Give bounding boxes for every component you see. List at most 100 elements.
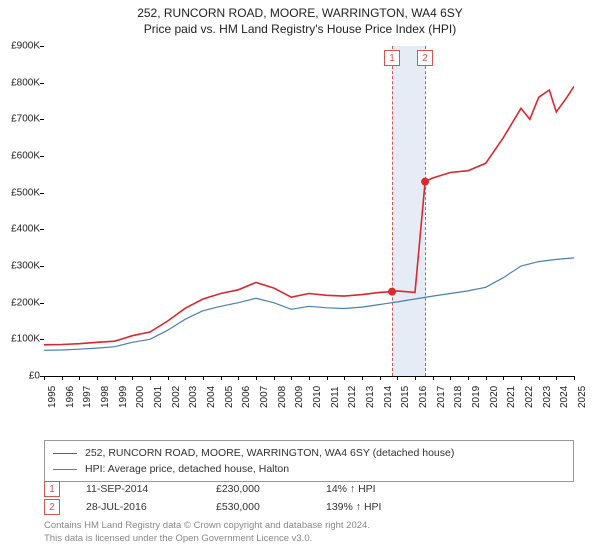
transactions-table: 1 11-SEP-2014£230,00014% ↑ HPI 2 28-JUL-201…: [44, 480, 436, 516]
transaction-price: £230,000: [216, 483, 326, 495]
transaction-price: £530,000: [216, 501, 326, 513]
x-axis-tick: [362, 376, 363, 380]
x-axis-tick: [327, 376, 328, 380]
x-axis-tick-label: 2020: [489, 386, 500, 408]
transaction-point: [421, 178, 429, 186]
x-axis-tick: [521, 376, 522, 380]
legend-row: HPI: Average price, detached house, Halt…: [53, 461, 565, 477]
x-axis-tick: [115, 376, 116, 380]
transaction-marker: 1: [44, 481, 60, 497]
title-address: 252, RUNCORN ROAD, MOORE, WARRINGTON, WA…: [0, 6, 600, 20]
y-axis-tick-label: £300K: [11, 261, 40, 272]
legend-label: 252, RUNCORN ROAD, MOORE, WARRINGTON, WA…: [85, 447, 454, 459]
x-axis-tick: [44, 376, 45, 380]
transaction-diff: 14% ↑ HPI: [326, 483, 436, 495]
x-axis-tick: [344, 376, 345, 380]
x-axis-tick: [486, 376, 487, 380]
legend-swatch: [53, 453, 77, 454]
y-axis-tick-label: £500K: [11, 187, 40, 198]
x-axis-tick-label: 2000: [135, 386, 146, 408]
x-axis-tick-label: 2003: [188, 386, 199, 408]
y-axis-tick-label: £900K: [11, 41, 40, 52]
x-axis-tick-label: 2001: [153, 386, 164, 408]
x-axis-tick: [79, 376, 80, 380]
x-axis-tick: [274, 376, 275, 380]
x-axis-tick-label: 2021: [506, 386, 517, 408]
x-axis-tick: [539, 376, 540, 380]
legend-box: 252, RUNCORN ROAD, MOORE, WARRINGTON, WA…: [44, 440, 574, 482]
x-axis-tick-label: 1995: [47, 386, 58, 408]
x-axis-tick: [168, 376, 169, 380]
x-axis-tick-label: 2017: [436, 386, 447, 408]
x-axis-tick: [132, 376, 133, 380]
x-axis-tick: [433, 376, 434, 380]
footer-line1: Contains HM Land Registry data © Crown c…: [44, 520, 370, 533]
y-axis-tick-label: £800K: [11, 77, 40, 88]
x-axis-tick: [238, 376, 239, 380]
x-axis-tick-label: 2014: [383, 386, 394, 408]
transaction-diff: 139% ↑ HPI: [326, 501, 436, 513]
legend-label: HPI: Average price, detached house, Halt…: [85, 463, 289, 475]
legend-row: 252, RUNCORN ROAD, MOORE, WARRINGTON, WA…: [53, 445, 565, 461]
transaction-point: [388, 288, 396, 296]
y-axis-tick-label: £700K: [11, 114, 40, 125]
x-axis-tick: [556, 376, 557, 380]
series-hpi: [44, 258, 574, 350]
footer-attribution: Contains HM Land Registry data © Crown c…: [44, 520, 370, 546]
x-axis-tick-label: 2009: [294, 386, 305, 408]
x-axis-tick-label: 2010: [312, 386, 323, 408]
x-axis-tick: [203, 376, 204, 380]
x-axis-tick: [221, 376, 222, 380]
x-axis-tick: [380, 376, 381, 380]
series-svg: [44, 46, 574, 376]
x-axis-tick-label: 2023: [542, 386, 553, 408]
legend-swatch: [53, 469, 77, 470]
x-axis-tick: [415, 376, 416, 380]
y-axis-tick-label: £0: [29, 371, 40, 382]
y-axis-tick-label: £200K: [11, 297, 40, 308]
x-axis-tick: [397, 376, 398, 380]
transaction-date: 28-JUL-2016: [86, 501, 216, 513]
x-axis-tick-label: 2006: [241, 386, 252, 408]
x-axis-tick-label: 2012: [347, 386, 358, 408]
x-axis-tick-label: 2024: [559, 386, 570, 408]
x-axis-tick: [468, 376, 469, 380]
x-axis-tick-label: 2016: [418, 386, 429, 408]
x-axis-tick-label: 2022: [524, 386, 535, 408]
x-axis-tick-label: 2005: [224, 386, 235, 408]
x-axis-tick-label: 2007: [259, 386, 270, 408]
x-axis-tick-label: 2002: [171, 386, 182, 408]
x-axis-tick: [503, 376, 504, 380]
x-axis-tick-label: 2011: [330, 386, 341, 408]
x-axis-tick-label: 1996: [65, 386, 76, 408]
x-axis-tick-label: 2013: [365, 386, 376, 408]
x-axis-tick: [574, 376, 575, 380]
x-axis-tick: [256, 376, 257, 380]
y-axis-tick-label: £600K: [11, 151, 40, 162]
y-axis-tick-label: £400K: [11, 224, 40, 235]
x-axis-tick-label: 1998: [100, 386, 111, 408]
x-axis-tick-label: 2025: [577, 386, 588, 408]
chart-area: £0£100K£200K£300K£400K£500K£600K£700K£80…: [44, 46, 574, 406]
x-axis-tick-label: 2008: [277, 386, 288, 408]
x-axis-tick-label: 2015: [400, 386, 411, 408]
plot-area: £0£100K£200K£300K£400K£500K£600K£700K£80…: [44, 46, 574, 377]
x-axis-tick: [309, 376, 310, 380]
x-axis-tick-label: 1997: [82, 386, 93, 408]
title-block: 252, RUNCORN ROAD, MOORE, WARRINGTON, WA…: [0, 0, 600, 36]
x-axis-tick: [291, 376, 292, 380]
transaction-row: 1 11-SEP-2014£230,00014% ↑ HPI: [44, 480, 436, 498]
x-axis-tick: [97, 376, 98, 380]
transaction-marker: 2: [44, 499, 60, 515]
x-axis-tick: [150, 376, 151, 380]
title-subtitle: Price paid vs. HM Land Registry's House …: [0, 22, 600, 36]
chart-container: 252, RUNCORN ROAD, MOORE, WARRINGTON, WA…: [0, 0, 600, 560]
x-axis-tick: [450, 376, 451, 380]
x-axis-tick-label: 2019: [471, 386, 482, 408]
footer-line2: This data is licensed under the Open Gov…: [44, 533, 370, 546]
x-axis-tick-label: 1999: [118, 386, 129, 408]
x-axis-tick-label: 2004: [206, 386, 217, 408]
transaction-date: 11-SEP-2014: [86, 483, 216, 495]
x-axis-tick: [185, 376, 186, 380]
transaction-row: 2 28-JUL-2016£530,000139% ↑ HPI: [44, 498, 436, 516]
